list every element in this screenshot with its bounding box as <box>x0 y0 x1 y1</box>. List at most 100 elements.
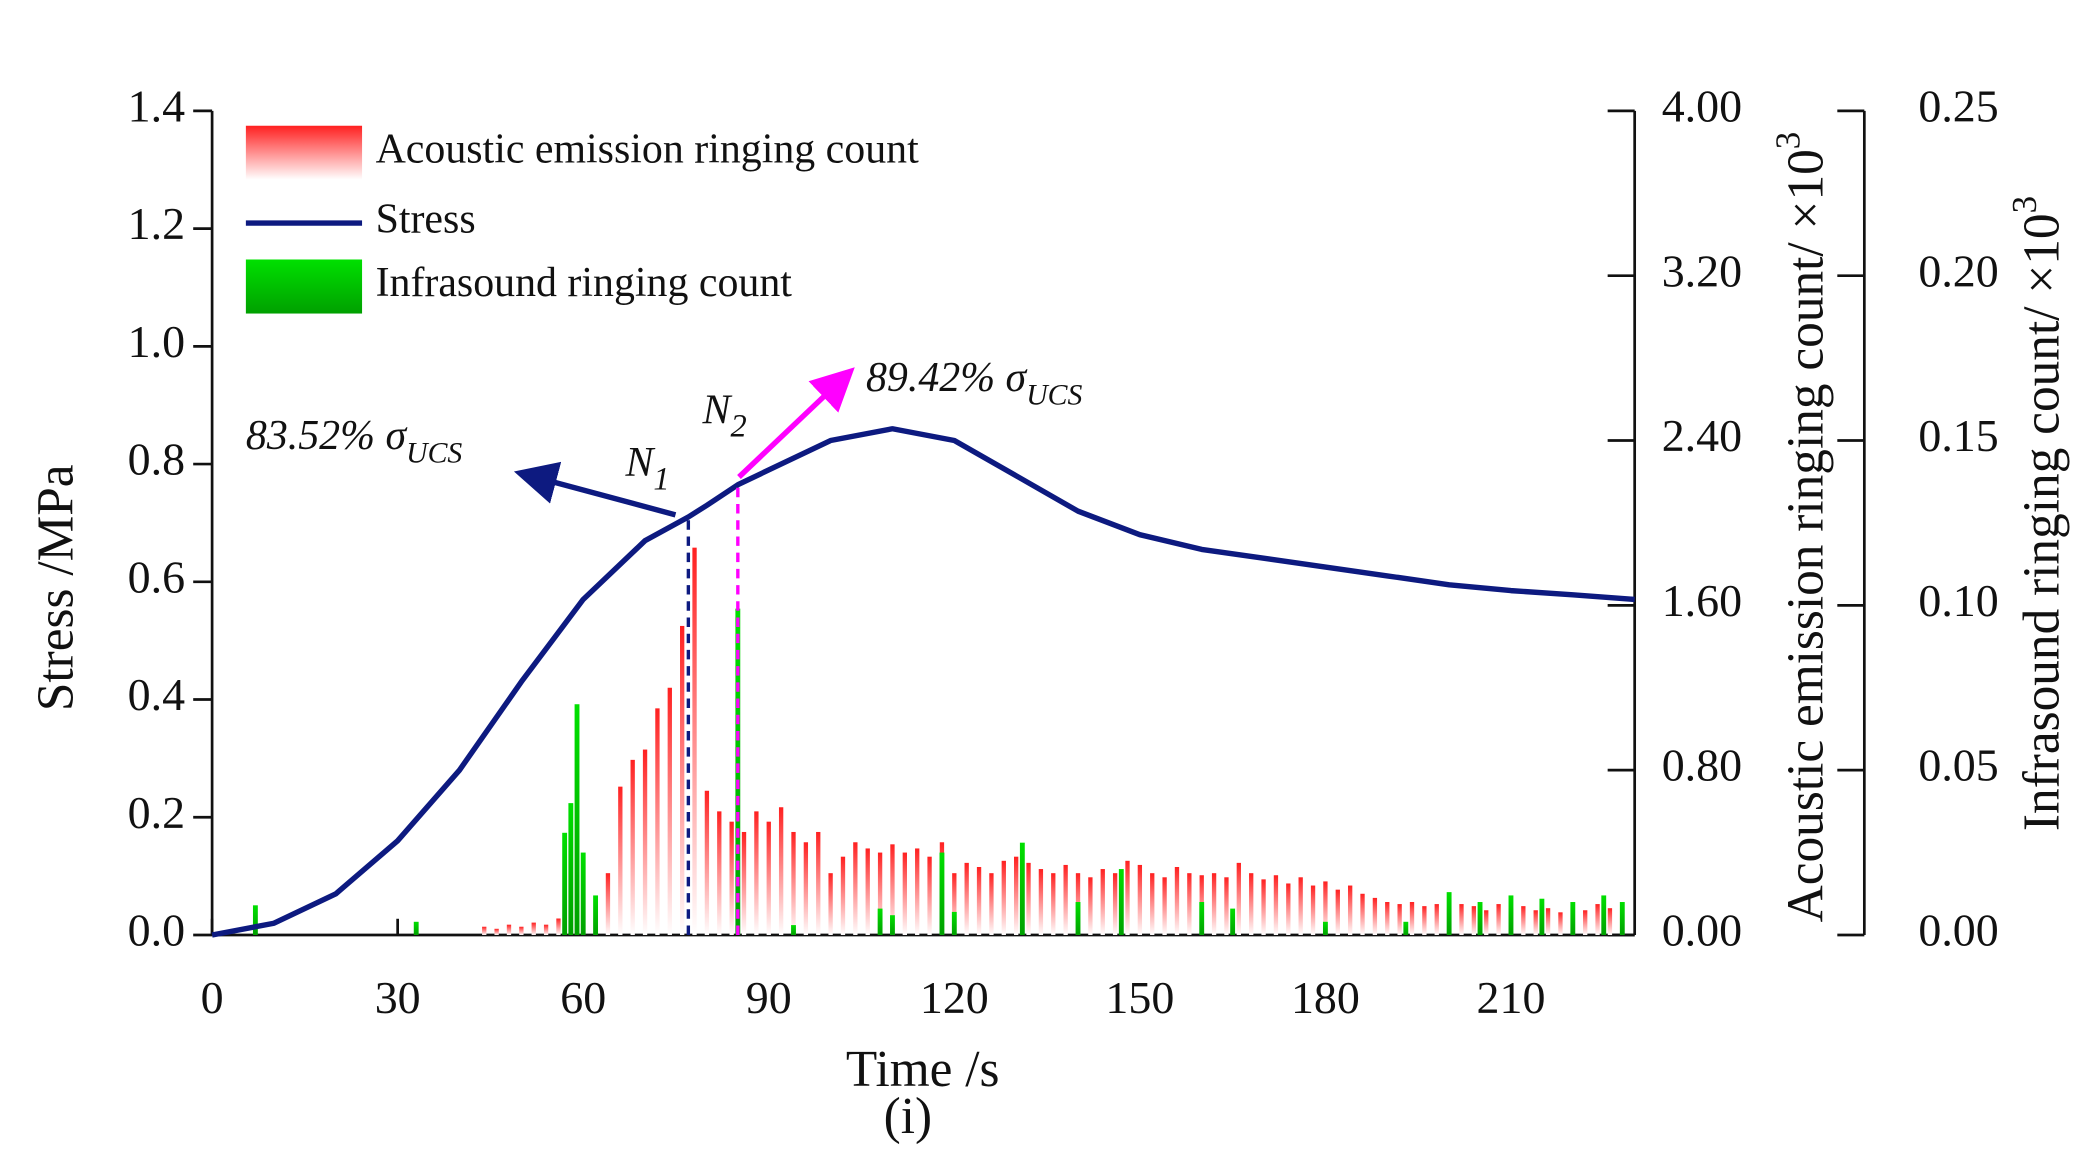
y-tick-label: 0.6 <box>128 551 185 602</box>
bar <box>877 852 883 935</box>
bar <box>1471 906 1477 935</box>
y2-tick-label: 3.20 <box>1662 245 1742 296</box>
bar <box>1477 902 1483 935</box>
annotation-sub: UCS <box>1026 379 1082 411</box>
axis-title-sup: 3 <box>2005 196 2044 214</box>
bar <box>1570 902 1576 935</box>
bar <box>803 842 809 935</box>
bar <box>1583 910 1588 935</box>
bar <box>1118 869 1124 935</box>
bar <box>1335 889 1340 935</box>
bar <box>1075 902 1081 935</box>
bar <box>1162 877 1167 935</box>
y-tick-label: 1.4 <box>128 80 185 131</box>
y3-tick-label: 0.15 <box>1918 410 1998 461</box>
y3-tick-label: 0.00 <box>1918 905 1998 956</box>
bar <box>1372 897 1378 935</box>
x-tick-label: 180 <box>1291 972 1360 1023</box>
bar <box>964 862 969 935</box>
bar <box>1150 873 1155 935</box>
bar <box>655 708 660 935</box>
axis-title-text: Acoustic emission ringing count/ ×10 <box>1777 149 1834 922</box>
bar <box>506 924 512 935</box>
y3-tick-label: 0.10 <box>1918 575 1998 626</box>
bar <box>556 918 561 935</box>
bar <box>1014 856 1019 935</box>
bar <box>927 856 932 935</box>
bar <box>766 821 771 935</box>
y-axis-title: Stress /MPa <box>28 464 85 711</box>
annotation: N2 <box>702 387 747 445</box>
bar <box>618 786 623 935</box>
bar <box>1230 908 1236 935</box>
annotation-text: 89.42% σ <box>866 355 1028 401</box>
bar <box>1347 885 1353 935</box>
bar <box>704 790 710 935</box>
bar <box>1397 904 1402 935</box>
annotation: 89.42% σUCS <box>866 355 1083 411</box>
bar <box>531 922 536 935</box>
bar <box>1001 860 1006 935</box>
annotation-text: N <box>624 440 655 486</box>
bar <box>1137 864 1143 935</box>
bar <box>816 831 821 935</box>
bar <box>413 921 419 935</box>
y-tick-label: 1.0 <box>128 316 185 367</box>
bar <box>1026 862 1031 935</box>
annotation-sub: UCS <box>406 437 462 469</box>
bar <box>1298 877 1303 935</box>
bar <box>951 911 957 935</box>
bar <box>1459 904 1464 935</box>
bar <box>680 625 685 935</box>
bar <box>1100 869 1105 935</box>
bar <box>1607 908 1613 935</box>
bar <box>989 873 994 935</box>
annotation: N1 <box>624 440 669 498</box>
y2-tick-label: 4.00 <box>1662 80 1742 131</box>
bar <box>1521 906 1526 935</box>
axis-title-sup: 3 <box>1768 132 1807 150</box>
bar <box>252 905 258 935</box>
bar <box>543 924 549 935</box>
bar <box>1545 908 1551 935</box>
bar <box>754 811 759 935</box>
bar <box>1051 873 1056 935</box>
caption: (i) <box>884 1088 932 1145</box>
arrow <box>737 367 855 479</box>
bar <box>1038 869 1044 935</box>
bar <box>1434 904 1439 935</box>
bar <box>1088 877 1093 935</box>
bar <box>915 848 920 935</box>
bar <box>877 908 883 935</box>
x-tick-label: 120 <box>920 972 989 1023</box>
axis-title-text: Infrasound ringing count/ ×10 <box>2013 213 2070 831</box>
bar <box>1403 921 1409 935</box>
bar <box>840 856 846 935</box>
bar <box>580 852 586 935</box>
bar <box>494 928 499 935</box>
bar <box>1496 904 1501 935</box>
bar <box>1261 879 1266 935</box>
legend-swatch <box>245 125 363 180</box>
bar <box>976 866 982 935</box>
bar <box>593 895 599 935</box>
bar <box>1409 902 1415 935</box>
bar <box>729 821 734 935</box>
bar <box>741 831 747 935</box>
bar <box>1558 912 1563 935</box>
bar <box>1360 893 1365 935</box>
bar <box>828 873 833 935</box>
bar <box>1595 904 1600 935</box>
x-tick-label: 30 <box>375 972 421 1023</box>
bar <box>778 807 784 935</box>
bar <box>1601 895 1607 935</box>
bar <box>1310 885 1316 935</box>
bar <box>1446 892 1452 935</box>
axis-title: Infrasound ringing count/ ×103 <box>2005 196 2071 831</box>
bar <box>1422 906 1427 935</box>
bar <box>642 749 648 935</box>
annotation-sub: 2 <box>730 409 746 445</box>
bar <box>1174 866 1180 935</box>
legend-swatch <box>245 259 363 314</box>
annotation-sub: 1 <box>653 462 669 498</box>
